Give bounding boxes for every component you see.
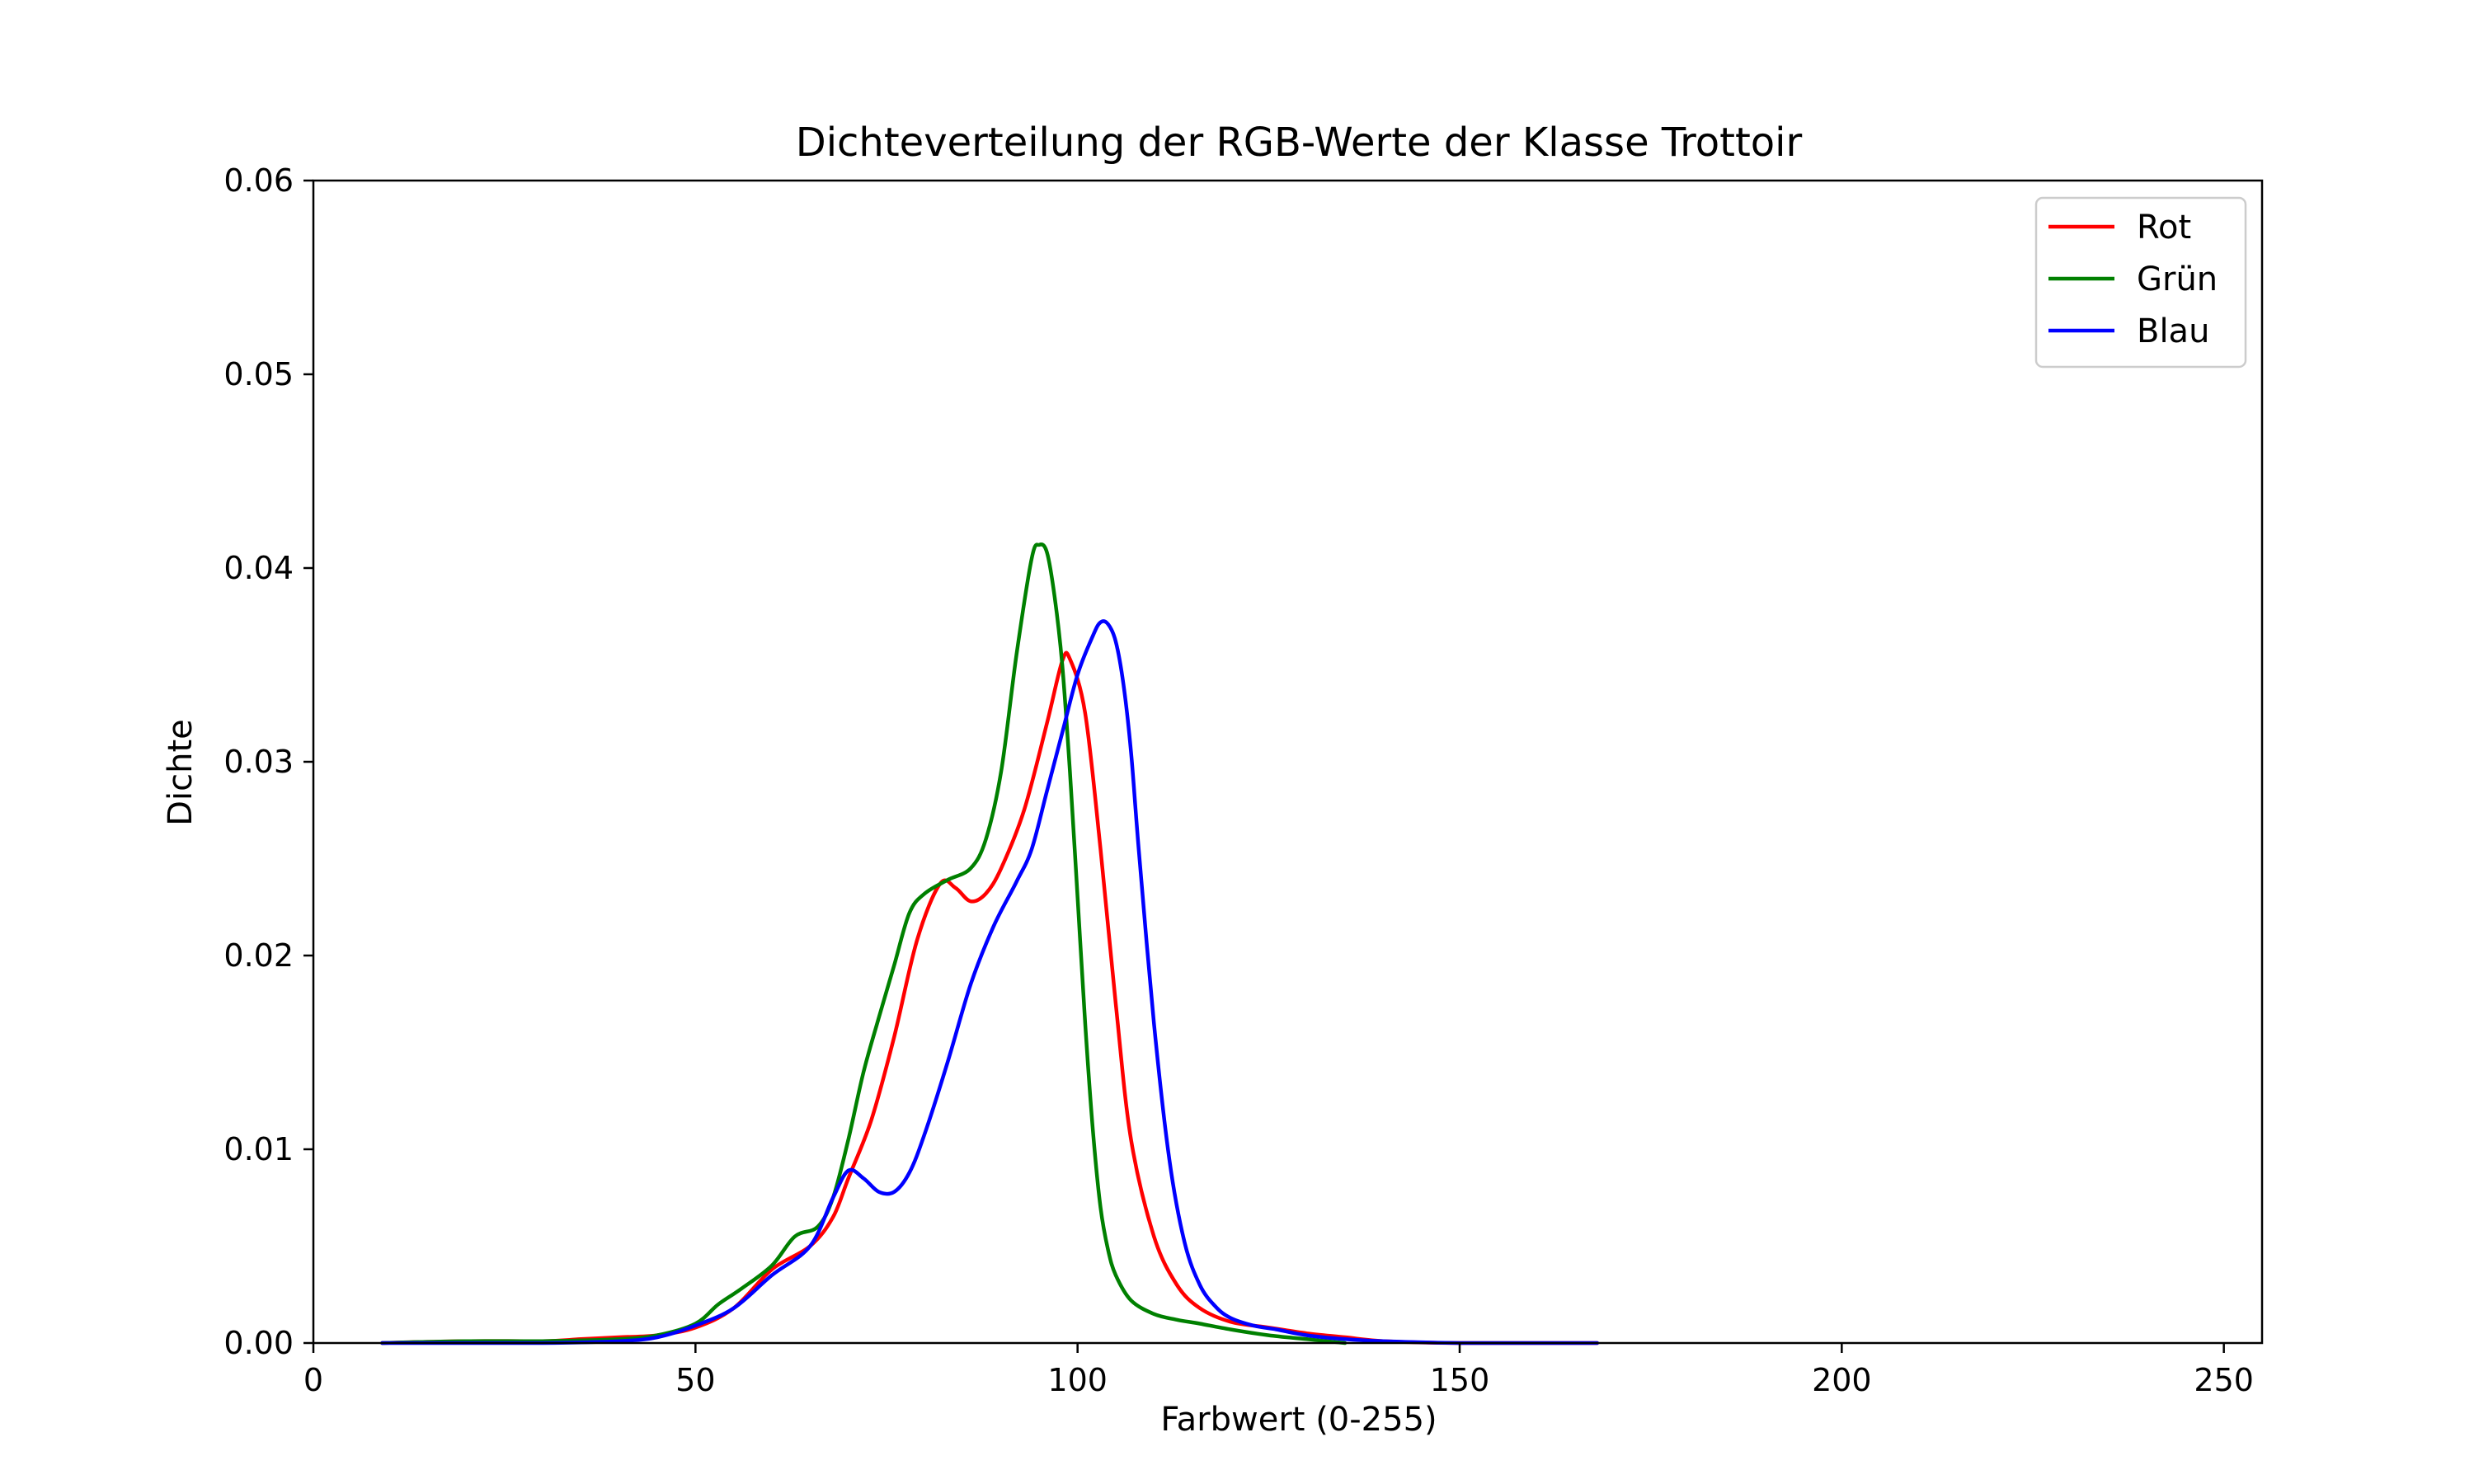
y-tick-label: 0.03 xyxy=(223,744,294,780)
legend-label: Grün xyxy=(2137,261,2218,298)
legend-label: Blau xyxy=(2137,312,2209,350)
ticks-layer: 0 50 100 150 200 250 0.00 0.01 0.02 0.03 0.04 0.05 0… xyxy=(223,162,2254,1398)
y-tick-label: 0.06 xyxy=(223,162,294,199)
legend-box xyxy=(2034,196,2247,369)
series-line-gr-n xyxy=(380,542,1348,1345)
legend-label: Rot xyxy=(2137,209,2191,247)
y-axis-label: Dichte xyxy=(162,719,200,826)
x-tick-label: 250 xyxy=(2194,1362,2254,1398)
series-line-blau xyxy=(380,619,1600,1345)
y-tick-label: 0.01 xyxy=(223,1131,294,1167)
x-tick-label: 150 xyxy=(1430,1362,1490,1398)
y-tick-label: 0.05 xyxy=(223,356,294,392)
y-tick-label: 0.04 xyxy=(223,550,294,586)
x-tick-label: 0 xyxy=(303,1362,323,1398)
y-tick-label: 0.00 xyxy=(223,1325,294,1361)
x-tick-label: 100 xyxy=(1047,1362,1108,1398)
x-tick-label: 50 xyxy=(675,1362,715,1398)
y-tick-label: 0.02 xyxy=(223,937,294,974)
series-layer xyxy=(380,542,1600,1345)
legend: Rot Grün Blau xyxy=(2034,196,2247,369)
chart-title: Dichteverteilung der RGB-Werte der Klass… xyxy=(796,120,1803,166)
x-tick-label: 200 xyxy=(1812,1362,1872,1398)
plot-area-frame xyxy=(312,179,2264,1345)
x-axis-label: Farbwert (0-255) xyxy=(1160,1401,1437,1439)
